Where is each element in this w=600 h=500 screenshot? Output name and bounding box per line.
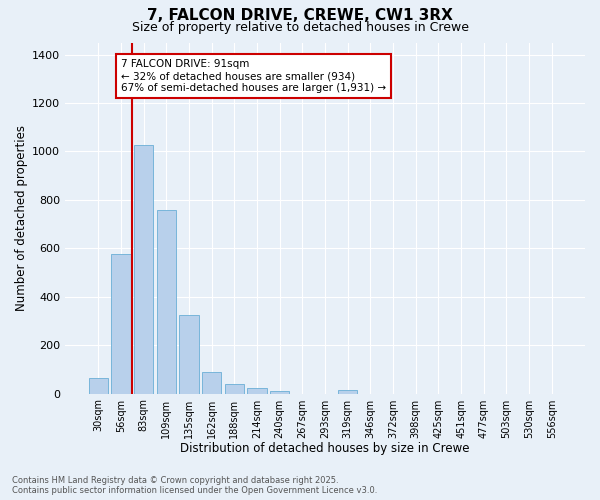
Text: Contains HM Land Registry data © Crown copyright and database right 2025.
Contai: Contains HM Land Registry data © Crown c…	[12, 476, 377, 495]
Bar	[179, 315, 199, 394]
Text: 7, FALCON DRIVE, CREWE, CW1 3RX: 7, FALCON DRIVE, CREWE, CW1 3RX	[147, 8, 453, 22]
Bar	[338, 390, 358, 394]
Bar	[247, 388, 267, 394]
Text: 7 FALCON DRIVE: 91sqm
← 32% of detached houses are smaller (934)
67% of semi-det: 7 FALCON DRIVE: 91sqm ← 32% of detached …	[121, 60, 386, 92]
Text: Size of property relative to detached houses in Crewe: Size of property relative to detached ho…	[131, 21, 469, 34]
Bar	[134, 146, 154, 394]
Bar	[225, 384, 244, 394]
Y-axis label: Number of detached properties: Number of detached properties	[15, 125, 28, 311]
Bar	[157, 210, 176, 394]
Bar	[112, 254, 131, 394]
Bar	[89, 378, 108, 394]
Bar	[270, 390, 289, 394]
Bar	[202, 372, 221, 394]
X-axis label: Distribution of detached houses by size in Crewe: Distribution of detached houses by size …	[181, 442, 470, 455]
